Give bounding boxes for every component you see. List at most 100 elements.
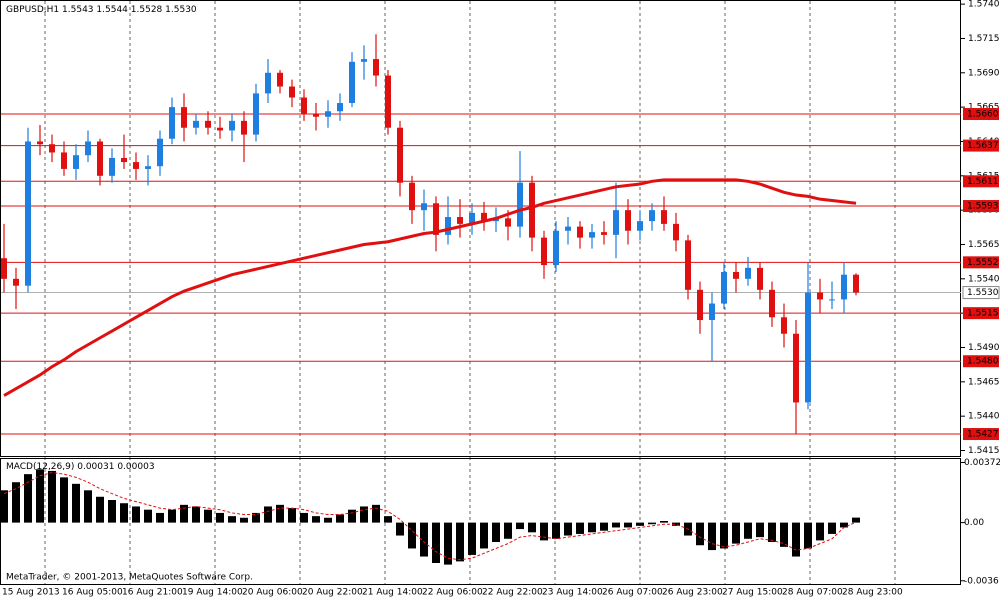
candle-body [505,218,511,227]
level-label: 1.5515 [967,309,999,319]
level-label: 1.5611 [967,177,999,187]
macd-bar [132,506,140,523]
y-tick-label: 1.5715 [968,34,1000,44]
x-tick-label: 26 Aug 07:00 [602,588,663,598]
candle-body [541,237,547,266]
candle-body [277,72,283,87]
macd-bar [492,522,500,542]
marks [0,34,860,565]
candle-body [565,226,571,231]
candle-body [769,289,775,318]
macd-bar [192,506,200,523]
candle-body [421,203,427,211]
macd-value: 0.00031 [77,462,114,472]
candle-body [205,120,211,128]
current-price-box [962,286,1000,300]
macd-bar [516,522,524,530]
candle-body [481,212,487,222]
candle-body [433,203,439,235]
y-tick-label: 1.5540 [968,274,1000,284]
candle-body [781,317,787,334]
candle-body [37,141,43,145]
candle-body [337,103,343,112]
candle-body [97,141,103,176]
x-tick-label: 28 Aug 07:00 [782,588,843,598]
macd-bar [840,522,848,528]
level-box [963,108,999,120]
candle-body [181,107,187,128]
candle-body [637,221,643,231]
candle-body [157,138,163,167]
moving-average [3,178,857,397]
macd-bar [348,509,356,523]
chart-title: GBPUSD,H1 1.5543 1.5544 1.5528 1.5530 [6,5,197,15]
x-tick-label: 20 Aug 06:00 [242,588,303,598]
y-tick-label: 1.5415 [968,446,1000,456]
x-tick-label: 16 Aug 05:00 [62,588,123,598]
close-label: 1.5530 [165,5,197,15]
candle-body [373,59,379,76]
candle-body [577,226,583,238]
candle-body [409,182,415,211]
candle-body [733,271,739,279]
candle-body [721,271,727,304]
macd-bar [576,522,584,534]
y-tick-label: 1.5665 [968,103,1000,113]
candle-body [301,97,307,114]
candle-body [397,127,403,183]
y-tick-label: 0.00372 [964,458,1000,468]
macd-bar [756,522,764,538]
symbol: GBPUSD,H1 [6,5,59,15]
y-tick-label: -0.0036 [964,576,999,586]
macd-bar [804,522,812,549]
signal-line [3,472,857,561]
candle-body [193,120,199,128]
macd-bar [312,516,320,523]
candle-body [13,278,19,286]
candle-body [469,212,475,224]
candle-body [613,210,619,235]
candle-body [853,274,859,293]
macd-bar [168,509,176,523]
macd-bar [204,509,212,523]
macd-title: MACD(12,26,9) 0.00031 0.00003 [6,462,155,472]
level-box [963,355,999,368]
macd-bar [828,522,836,534]
current-price-label: 1.5530 [967,288,999,298]
level-label: 1.5660 [967,110,999,120]
macd-bar [816,522,824,541]
candle-body [145,166,151,169]
macd-bar [636,522,644,526]
macd-bar [300,512,308,523]
candle-body [793,333,799,403]
candle-body [109,157,115,176]
candle-body [709,303,715,321]
x-tick-label: 19 Aug 14:00 [182,588,243,598]
x-tick-label: 28 Aug 23:00 [842,588,903,598]
candle-body [253,93,259,135]
candle-body [601,232,607,235]
macd-bar [528,522,536,533]
macd-name: MACD(12,26,9) [6,462,74,472]
candle-body [829,299,835,301]
main-frame [0,0,961,457]
macd-bar [552,522,560,539]
candle-body [49,144,55,153]
macd-bar [792,522,800,557]
level-box [963,307,999,320]
level-box [963,256,999,269]
candle-body [1,258,7,279]
candle-body [517,182,523,227]
macd-bar [48,470,56,523]
macd-bar [540,522,548,541]
candle-body [85,141,91,156]
macd-bar [336,514,344,523]
candle-body [697,289,703,321]
macd-bar [120,503,128,523]
candle-body [73,155,79,169]
macd-bar [648,522,656,525]
macd-bar [612,522,620,528]
macd-bar [228,516,236,523]
x-tick-label: 22 Aug 06:00 [422,588,483,598]
x-tick-label: 21 Aug 14:00 [362,588,423,598]
